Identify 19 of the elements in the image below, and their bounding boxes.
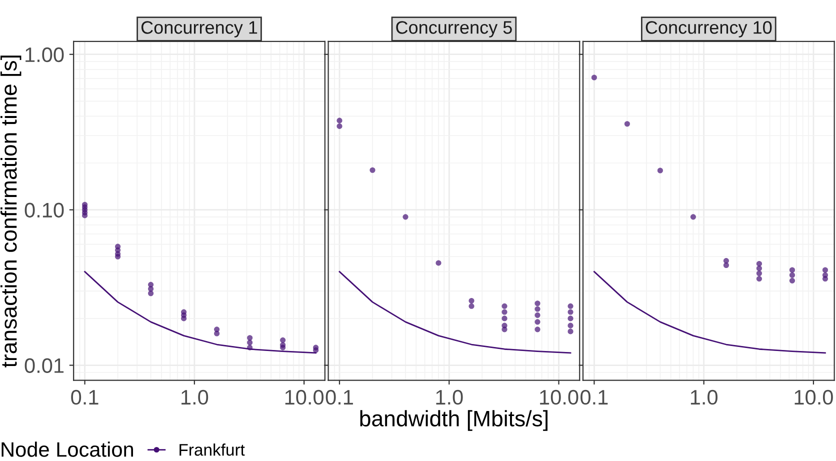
x-axis-title: bandwidth [Mbits/s]: [360, 410, 548, 431]
x-tick-label: 10.0: [285, 390, 324, 405]
y-axis-title: transaction confirmation time [s]: [0, 56, 22, 368]
x-tick-label: 10.0: [540, 390, 578, 405]
y-tick-label: 0.01: [24, 358, 64, 374]
x-tick-label: 0.1: [326, 390, 353, 405]
chart-title: Concurrency 10: [646, 21, 772, 38]
x-tick-label: 1.0: [182, 390, 208, 405]
legend-title: Node Location: [2, 442, 134, 457]
x-tick-label: 1.0: [690, 390, 718, 405]
chart-title: Concurrency 1: [141, 21, 258, 38]
x-tick-label: 1.0: [436, 390, 463, 405]
legend-label: Frankfurt: [180, 444, 245, 456]
x-tick-label: 10.0: [794, 390, 833, 405]
x-tick-label: 0.1: [71, 390, 98, 405]
x-tick-label: 0.1: [580, 390, 608, 405]
y-tick-label: 0.10: [24, 202, 64, 218]
chart-title: Concurrency 5: [396, 21, 512, 38]
y-tick-label: 1.00: [26, 47, 64, 62]
